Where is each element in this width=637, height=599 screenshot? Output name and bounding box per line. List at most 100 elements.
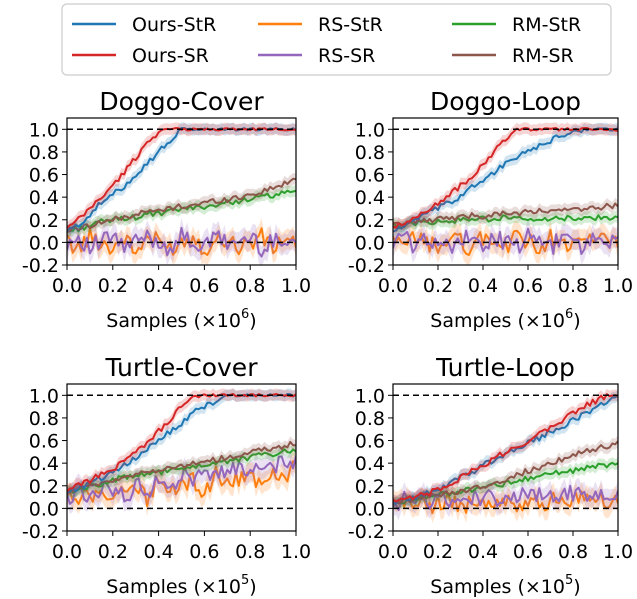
legend-frame bbox=[61, 3, 612, 76]
chart-title: Turtle-Loop bbox=[435, 353, 575, 382]
x-tick-label: 0.0 bbox=[378, 275, 408, 297]
series-line-rm-sr bbox=[67, 440, 296, 494]
y-tick-label: 0.2 bbox=[355, 210, 385, 232]
x-tick-label: 0.6 bbox=[513, 275, 543, 297]
y-tick-label: 0.4 bbox=[355, 187, 385, 209]
chart-panel: -0.20.00.20.40.60.81.00.0 0.2 0.4 0.6 0.8 1.0… bbox=[348, 353, 633, 598]
y-tick-label: -0.2 bbox=[22, 521, 59, 543]
x-axis-label-exponent: 5 bbox=[565, 573, 573, 588]
x-tick-label: 1.0 bbox=[281, 275, 311, 297]
x-axis-label: Samples (×105) bbox=[430, 573, 580, 598]
series-line-rm-str bbox=[393, 214, 618, 228]
axes-frame bbox=[392, 383, 619, 532]
series-line-rs-sr bbox=[67, 226, 296, 258]
y-tick-label: 1.0 bbox=[29, 119, 59, 141]
y-tick-label: 0.4 bbox=[355, 453, 385, 475]
series-line-ours-str bbox=[67, 127, 296, 232]
charts: -0.20.00.20.40.60.81.00.0 0.2 0.4 0.6 0.8 1.0… bbox=[22, 87, 633, 598]
x-tick-label: 0.2 bbox=[98, 541, 128, 563]
x-axis-label: Samples (×106) bbox=[430, 307, 580, 332]
x-axis-label-close: ) bbox=[249, 310, 256, 332]
x-axis-label-base: Samples (×10 bbox=[106, 576, 241, 598]
x-axis-label-close: ) bbox=[249, 576, 256, 598]
series-line-rm-sr bbox=[67, 177, 296, 233]
series-band-ours-str bbox=[67, 122, 296, 237]
series-line-rm-str bbox=[67, 448, 296, 494]
series-band-ours-sr bbox=[393, 122, 618, 234]
x-tick-label: 0.4 bbox=[468, 275, 498, 297]
series-band-rm-sr bbox=[67, 173, 296, 238]
plot-area bbox=[393, 388, 618, 524]
legend-label: Ours-StR bbox=[132, 14, 216, 36]
y-tick-label: 0.0 bbox=[29, 232, 59, 254]
y-tick-label: 0.6 bbox=[29, 165, 59, 187]
x-axis-label: Samples (×105) bbox=[106, 573, 256, 598]
x-tick-label: 0.0 bbox=[52, 541, 82, 563]
x-tick-label: 0.8 bbox=[558, 541, 588, 563]
y-tick-label: 0.8 bbox=[29, 408, 59, 430]
series-line-rs-str bbox=[67, 227, 296, 256]
series-line-rs-sr bbox=[393, 227, 618, 255]
x-tick-label: 1.0 bbox=[603, 541, 633, 563]
y-tick-label: 0.8 bbox=[29, 142, 59, 164]
y-tick-label: 0.8 bbox=[355, 408, 385, 430]
chart-title: Turtle-Cover bbox=[105, 353, 259, 382]
x-tick-label: 0.0 bbox=[52, 275, 82, 297]
x-tick-label: 0.2 bbox=[98, 275, 128, 297]
x-axis-label-base: Samples (×10 bbox=[430, 576, 565, 598]
chart-panel: -0.20.00.20.40.60.81.00.0 0.2 0.4 0.6 0.8 1.0… bbox=[22, 87, 311, 332]
series-line-rs-sr bbox=[393, 484, 618, 511]
x-tick-label: 0.2 bbox=[423, 541, 453, 563]
x-tick-label: 1.0 bbox=[281, 541, 311, 563]
x-axis-label-exponent: 6 bbox=[565, 307, 573, 322]
x-axis-label-close: ) bbox=[573, 576, 580, 598]
y-tick-label: 0.0 bbox=[355, 498, 385, 520]
series-band-rm-sr bbox=[67, 436, 296, 500]
series-band-rs-sr bbox=[67, 217, 296, 265]
x-axis-label-base: Samples (×10 bbox=[430, 310, 565, 332]
legend-label: Ours-SR bbox=[132, 45, 209, 67]
series-line-rm-sr bbox=[393, 440, 618, 506]
y-tick-label: 0.0 bbox=[29, 498, 59, 520]
axes-frame bbox=[392, 117, 619, 266]
x-tick-label: 0.6 bbox=[189, 541, 219, 563]
series-band-ours-sr bbox=[67, 122, 296, 234]
plot-area bbox=[393, 122, 618, 265]
y-tick-label: 0.0 bbox=[355, 232, 385, 254]
y-tick-label: 0.6 bbox=[355, 165, 385, 187]
plot-area bbox=[67, 122, 296, 265]
series-line-rm-sr bbox=[393, 202, 618, 228]
y-tick-label: -0.2 bbox=[348, 521, 385, 543]
chart-title: Doggo-Cover bbox=[99, 87, 264, 116]
y-tick-label: 0.2 bbox=[29, 210, 59, 232]
series-band-rm-str bbox=[393, 209, 618, 233]
x-tick-label: 0.4 bbox=[143, 275, 173, 297]
x-tick-label: 0.8 bbox=[235, 275, 265, 297]
y-tick-label: 0.4 bbox=[29, 453, 59, 475]
chart-panel: -0.20.00.20.40.60.81.00.0 0.2 0.4 0.6 0.8 1.0… bbox=[22, 353, 311, 598]
legend-label: RM-SR bbox=[512, 45, 574, 67]
x-tick-label: 1.0 bbox=[603, 275, 633, 297]
x-axis-label-close: ) bbox=[573, 310, 580, 332]
legend-label: RS-StR bbox=[318, 14, 383, 36]
series-band-ours-sr bbox=[393, 388, 618, 507]
y-tick-label: 1.0 bbox=[355, 119, 385, 141]
chart-title: Doggo-Loop bbox=[430, 87, 581, 116]
plot-area bbox=[67, 388, 296, 517]
x-tick-label: 0.6 bbox=[513, 541, 543, 563]
x-axis-label-exponent: 6 bbox=[241, 307, 249, 322]
chart-panel: -0.20.00.20.40.60.81.00.0 0.2 0.4 0.6 0.8 1.0… bbox=[348, 87, 633, 332]
series-band-ours-str bbox=[67, 388, 296, 498]
axes-frame bbox=[66, 117, 297, 266]
y-tick-label: 0.6 bbox=[29, 431, 59, 453]
series-line-ours-sr bbox=[393, 393, 618, 503]
x-axis-label: Samples (×106) bbox=[106, 307, 256, 332]
x-tick-label: 0.4 bbox=[143, 541, 173, 563]
x-tick-label: 0.2 bbox=[423, 275, 453, 297]
x-axis-label-exponent: 5 bbox=[241, 573, 249, 588]
legend-label: RM-StR bbox=[512, 14, 581, 36]
y-tick-label: 0.8 bbox=[355, 142, 385, 164]
y-tick-label: 0.2 bbox=[355, 476, 385, 498]
series-band-ours-str bbox=[393, 122, 618, 238]
